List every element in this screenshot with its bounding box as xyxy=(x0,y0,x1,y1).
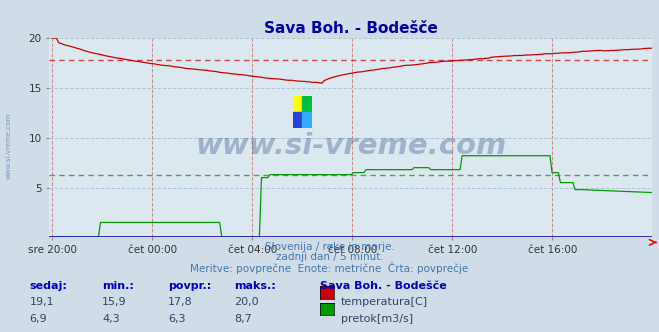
Text: 4,3: 4,3 xyxy=(102,314,120,324)
Text: temperatura[C]: temperatura[C] xyxy=(341,297,428,307)
Title: Sava Boh. - Bodešče: Sava Boh. - Bodešče xyxy=(264,21,438,36)
Text: maks.:: maks.: xyxy=(234,281,275,290)
Text: 15,9: 15,9 xyxy=(102,297,127,307)
Bar xyxy=(293,96,302,112)
Text: 20,0: 20,0 xyxy=(234,297,258,307)
Bar xyxy=(293,112,302,128)
Text: www.si-vreme.com: www.si-vreme.com xyxy=(195,132,507,160)
Bar xyxy=(302,112,312,128)
Text: Meritve: povprečne  Enote: metrične  Črta: povprečje: Meritve: povprečne Enote: metrične Črta:… xyxy=(190,262,469,274)
Text: www.si-vreme.com: www.si-vreme.com xyxy=(5,113,12,179)
Text: 19,1: 19,1 xyxy=(30,297,54,307)
Bar xyxy=(302,96,312,112)
Text: sedaj:: sedaj: xyxy=(30,281,67,290)
Text: Sava Boh. - Bodešče: Sava Boh. - Bodešče xyxy=(320,281,446,290)
Text: povpr.:: povpr.: xyxy=(168,281,212,290)
Text: Slovenija / reke in morje.: Slovenija / reke in morje. xyxy=(264,242,395,252)
Text: 8,7: 8,7 xyxy=(234,314,252,324)
Text: 17,8: 17,8 xyxy=(168,297,193,307)
Text: 6,3: 6,3 xyxy=(168,314,186,324)
Text: 6,9: 6,9 xyxy=(30,314,47,324)
Text: zadnji dan / 5 minut.: zadnji dan / 5 minut. xyxy=(275,252,384,262)
Text: pretok[m3/s]: pretok[m3/s] xyxy=(341,314,413,324)
Text: min.:: min.: xyxy=(102,281,134,290)
